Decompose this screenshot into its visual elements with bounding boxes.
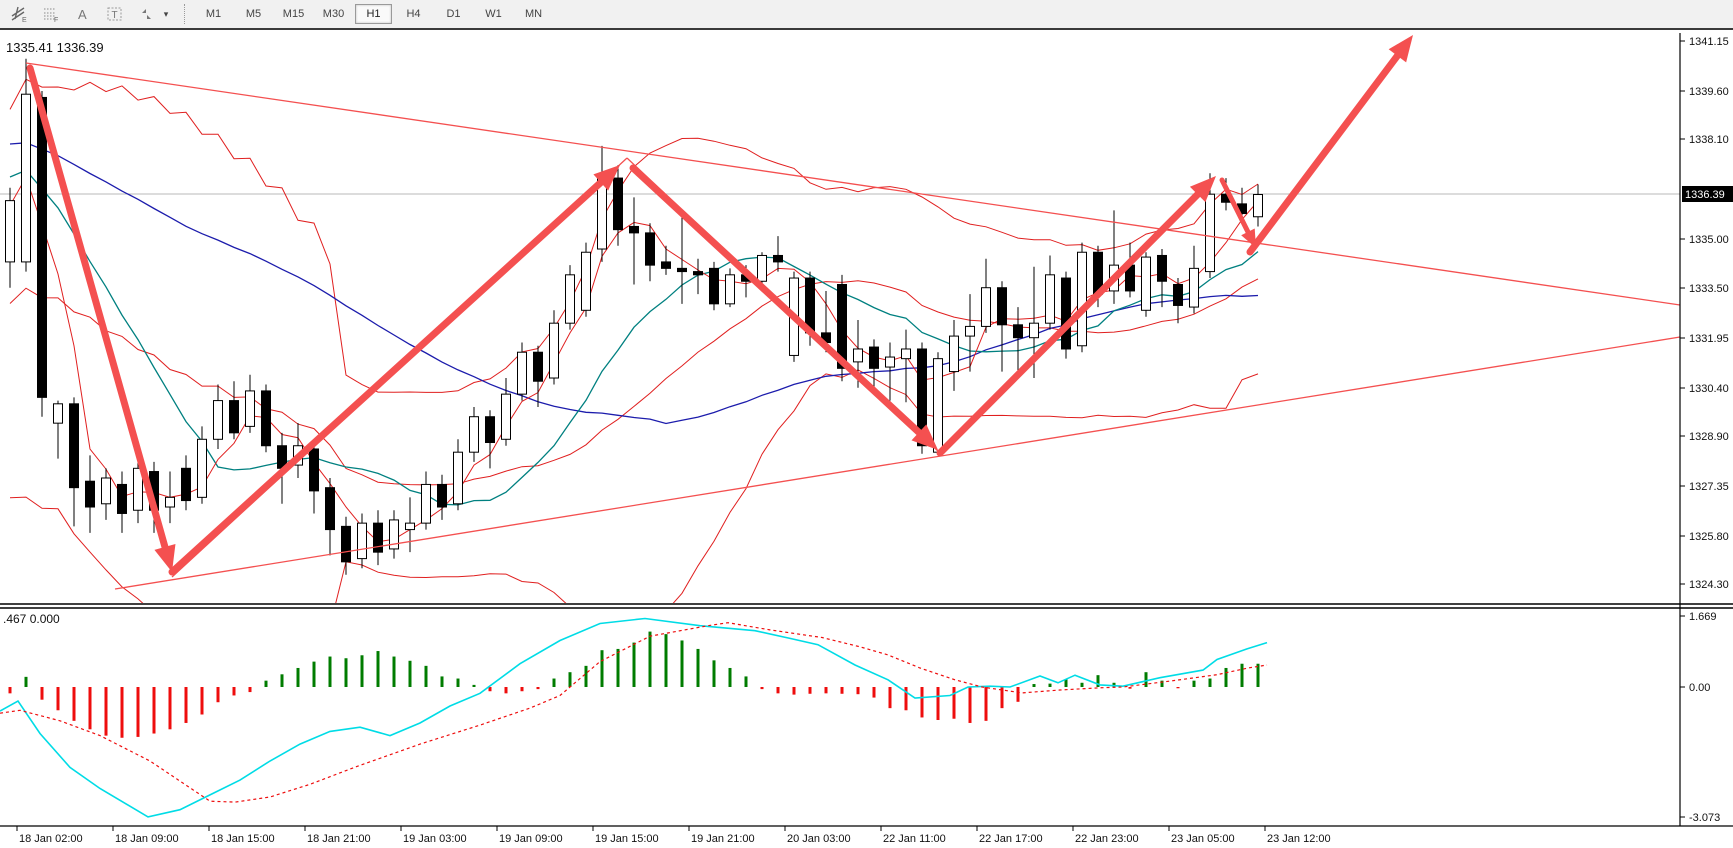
fibonacci-grid-tool-icon[interactable]: F <box>38 3 64 25</box>
time-axis: 18 Jan 02:00 18 Jan 09:00 18 Jan 15:00 18 J… <box>16 826 1331 845</box>
svg-text:1335.00: 1335.00 <box>1689 234 1729 246</box>
svg-text:A: A <box>78 7 87 22</box>
svg-text:0.00: 0.00 <box>1689 682 1710 694</box>
chart-canvas[interactable]: 1341.15 1339.60 1338.10 1335.00 1333.50 1331.… <box>0 30 1733 848</box>
timeframe-button-D1[interactable]: D1 <box>446 8 461 20</box>
timeframe-button-H1[interactable]: H1 <box>355 4 392 24</box>
indicator-axis: 1.669 0.00 -3.073 <box>1680 611 1720 824</box>
svg-text:23 Jan 12:00: 23 Jan 12:00 <box>1267 833 1331 845</box>
svg-text:20 Jan 03:00: 20 Jan 03:00 <box>787 833 851 845</box>
svg-text:18 Jan 09:00: 18 Jan 09:00 <box>115 833 179 845</box>
svg-text:19 Jan 09:00: 19 Jan 09:00 <box>499 833 563 845</box>
timeframe-button-W1[interactable]: W1 <box>485 8 502 20</box>
svg-text:22 Jan 11:00: 22 Jan 11:00 <box>883 833 946 845</box>
timeframe-toolbar: M1 M5 M15 M30 H1 H4 D1 W1 MN <box>195 4 555 24</box>
osma-histogram <box>8 631 1260 738</box>
svg-text:1325.80: 1325.80 <box>1689 531 1729 543</box>
indicator-lines <box>0 617 1268 818</box>
quote-label: 1335.41 1336.39 <box>6 40 104 55</box>
timeframe-button-H4[interactable]: H4 <box>406 8 421 20</box>
timeframe-button-M1[interactable]: M1 <box>205 8 222 20</box>
timeframe-button-M15[interactable]: M15 <box>282 8 305 20</box>
svg-text:1328.90: 1328.90 <box>1689 431 1729 443</box>
svg-text:23 Jan 05:00: 23 Jan 05:00 <box>1171 833 1235 845</box>
arrow-style-tool-icon[interactable] <box>134 3 160 25</box>
svg-text:19 Jan 15:00: 19 Jan 15:00 <box>595 833 659 845</box>
equidistant-channel-tool-icon[interactable]: E <box>6 3 32 25</box>
trendlines <box>25 62 1681 590</box>
price-axis: 1341.15 1339.60 1338.10 1335.00 1333.50 1331.… <box>1680 36 1729 591</box>
svg-text:-3.073: -3.073 <box>1689 812 1720 824</box>
svg-text:22 Jan 23:00: 22 Jan 23:00 <box>1075 833 1139 845</box>
arrow-style-dropdown-caret[interactable]: ▾ <box>163 8 169 19</box>
toolbar-separator <box>184 4 185 24</box>
candlestick-series <box>5 58 1263 575</box>
svg-text:1331.95: 1331.95 <box>1689 333 1729 345</box>
svg-text:22 Jan 17:00: 22 Jan 17:00 <box>979 833 1043 845</box>
svg-text:19 Jan 21:00: 19 Jan 21:00 <box>691 833 755 845</box>
timeframe-button-MN[interactable]: MN <box>524 8 543 20</box>
svg-text:T: T <box>112 10 118 21</box>
toolbar: E F A T ▾ M1 M5 M15 M3 <box>0 0 1733 30</box>
drawn-arrows <box>26 35 1413 576</box>
svg-text:18 Jan 02:00: 18 Jan 02:00 <box>19 833 83 845</box>
svg-text:1341.15: 1341.15 <box>1689 36 1729 48</box>
current-price-badge: 1336.39 <box>1682 186 1733 202</box>
svg-text:18 Jan 15:00: 18 Jan 15:00 <box>211 833 275 845</box>
svg-text:1330.40: 1330.40 <box>1689 383 1729 395</box>
svg-text:1333.50: 1333.50 <box>1689 283 1729 295</box>
text-label-tool-icon[interactable]: T <box>102 3 128 25</box>
svg-text:19 Jan 03:00: 19 Jan 03:00 <box>403 833 467 845</box>
timeframe-button-M5[interactable]: M5 <box>245 8 262 20</box>
timeframe-button-M30[interactable]: M30 <box>322 8 345 20</box>
svg-text:1324.30: 1324.30 <box>1689 579 1729 591</box>
svg-text:1.669: 1.669 <box>1689 611 1717 623</box>
svg-text:1336.39: 1336.39 <box>1685 189 1725 201</box>
svg-text:18 Jan 21:00: 18 Jan 21:00 <box>307 833 371 845</box>
indicator-label: .467 0.000 <box>3 612 60 626</box>
svg-text:1339.60: 1339.60 <box>1689 86 1729 98</box>
svg-text:1327.35: 1327.35 <box>1689 481 1729 493</box>
text-tool-icon[interactable]: A <box>70 3 96 25</box>
svg-text:E: E <box>22 17 27 23</box>
svg-text:1338.10: 1338.10 <box>1689 134 1729 146</box>
panel-borders <box>0 33 1733 827</box>
svg-text:F: F <box>54 17 58 23</box>
